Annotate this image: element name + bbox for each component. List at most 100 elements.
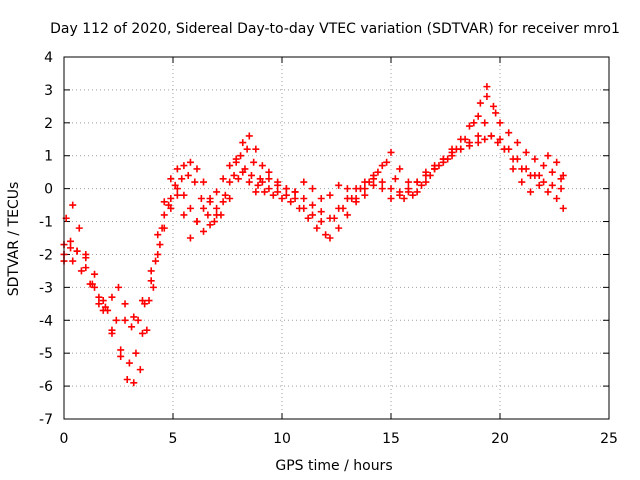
data-point — [186, 158, 194, 166]
data-point — [219, 175, 227, 183]
y-tick-label: -7 — [39, 412, 53, 428]
data-point — [317, 218, 325, 226]
data-point — [136, 366, 144, 374]
series-track-a — [60, 119, 567, 387]
ticks — [63, 56, 610, 420]
series-track-c — [60, 132, 565, 324]
data-point — [154, 231, 162, 239]
data-point — [173, 165, 181, 173]
data-point — [553, 158, 561, 166]
x-axis-label: GPS time / hours — [275, 458, 392, 474]
data-point — [69, 201, 77, 209]
data-point — [173, 191, 181, 199]
y-tick-label: -1 — [39, 215, 53, 231]
data-point — [370, 175, 378, 183]
data-point — [518, 178, 526, 186]
y-tick-label: -2 — [39, 247, 53, 263]
data-point — [400, 195, 408, 203]
data-point — [217, 211, 225, 219]
y-tick-labels: -7 -6 -5 -4 -3 -2 -1 0 1 2 3 4 — [39, 50, 53, 428]
data-point — [258, 178, 266, 186]
series-track-b — [60, 83, 565, 367]
data-point — [99, 297, 107, 305]
data-point — [378, 162, 386, 170]
data-point — [274, 178, 282, 186]
data-point — [496, 119, 504, 127]
series-track-d — [62, 92, 567, 331]
data-point — [396, 191, 404, 199]
data-point — [335, 224, 343, 232]
data-point — [252, 145, 260, 153]
data-point — [352, 185, 360, 193]
data-point — [210, 218, 218, 226]
data-point — [265, 175, 273, 183]
data-point — [387, 185, 395, 193]
data-point — [234, 175, 242, 183]
data-point — [147, 267, 155, 275]
x-tick-labels: 0 5 10 15 20 25 — [60, 431, 618, 447]
data-point — [418, 181, 426, 189]
data-point — [487, 132, 495, 140]
data-point — [431, 165, 439, 173]
data-point — [219, 198, 227, 206]
data-point — [317, 195, 325, 203]
data-point — [117, 352, 125, 360]
data-point — [540, 178, 548, 186]
data-point — [156, 241, 164, 249]
data-point — [108, 293, 116, 301]
x-tick-label: 10 — [273, 431, 291, 447]
data-point — [160, 198, 168, 206]
data-point — [193, 165, 201, 173]
data-point — [265, 168, 273, 176]
data-point — [213, 204, 221, 212]
data-point — [237, 152, 245, 160]
data-point — [261, 188, 269, 196]
data-point — [326, 234, 334, 242]
data-point — [559, 204, 567, 212]
x-tick-label: 15 — [382, 431, 400, 447]
data-point — [184, 171, 192, 179]
data-point — [282, 191, 290, 199]
data-point — [489, 102, 497, 110]
y-tick-label: -3 — [39, 280, 53, 296]
data-point — [448, 145, 456, 153]
data-point — [378, 185, 386, 193]
data-point — [186, 234, 194, 242]
data-point — [101, 303, 109, 311]
data-point — [474, 139, 482, 147]
data-point — [138, 329, 146, 337]
data-point — [492, 109, 500, 117]
data-point — [245, 178, 253, 186]
data-point — [178, 175, 186, 183]
data-point — [69, 257, 77, 265]
data-point — [254, 181, 262, 189]
data-point — [252, 188, 260, 196]
data-point — [370, 181, 378, 189]
data-point — [317, 208, 325, 216]
y-tick-label: 1 — [44, 149, 53, 165]
data-point — [535, 171, 543, 179]
data-point — [309, 185, 317, 193]
data-point — [383, 158, 391, 166]
data-point — [77, 267, 85, 275]
data-point — [95, 293, 103, 301]
data-point — [75, 224, 83, 232]
data-point — [343, 185, 351, 193]
data-point — [226, 162, 234, 170]
data-point — [191, 178, 199, 186]
data-point — [313, 224, 321, 232]
data-point — [141, 300, 149, 308]
grid — [64, 57, 609, 419]
data-point — [361, 178, 369, 186]
data-point — [250, 158, 258, 166]
data-point — [130, 313, 138, 321]
data-point — [112, 316, 120, 324]
data-point — [513, 139, 521, 147]
data-point — [204, 211, 212, 219]
data-point — [287, 198, 295, 206]
data-point — [309, 211, 317, 219]
data-point — [300, 204, 308, 212]
x-tick-label: 25 — [600, 431, 618, 447]
data-point — [134, 316, 142, 324]
data-point — [409, 191, 417, 199]
